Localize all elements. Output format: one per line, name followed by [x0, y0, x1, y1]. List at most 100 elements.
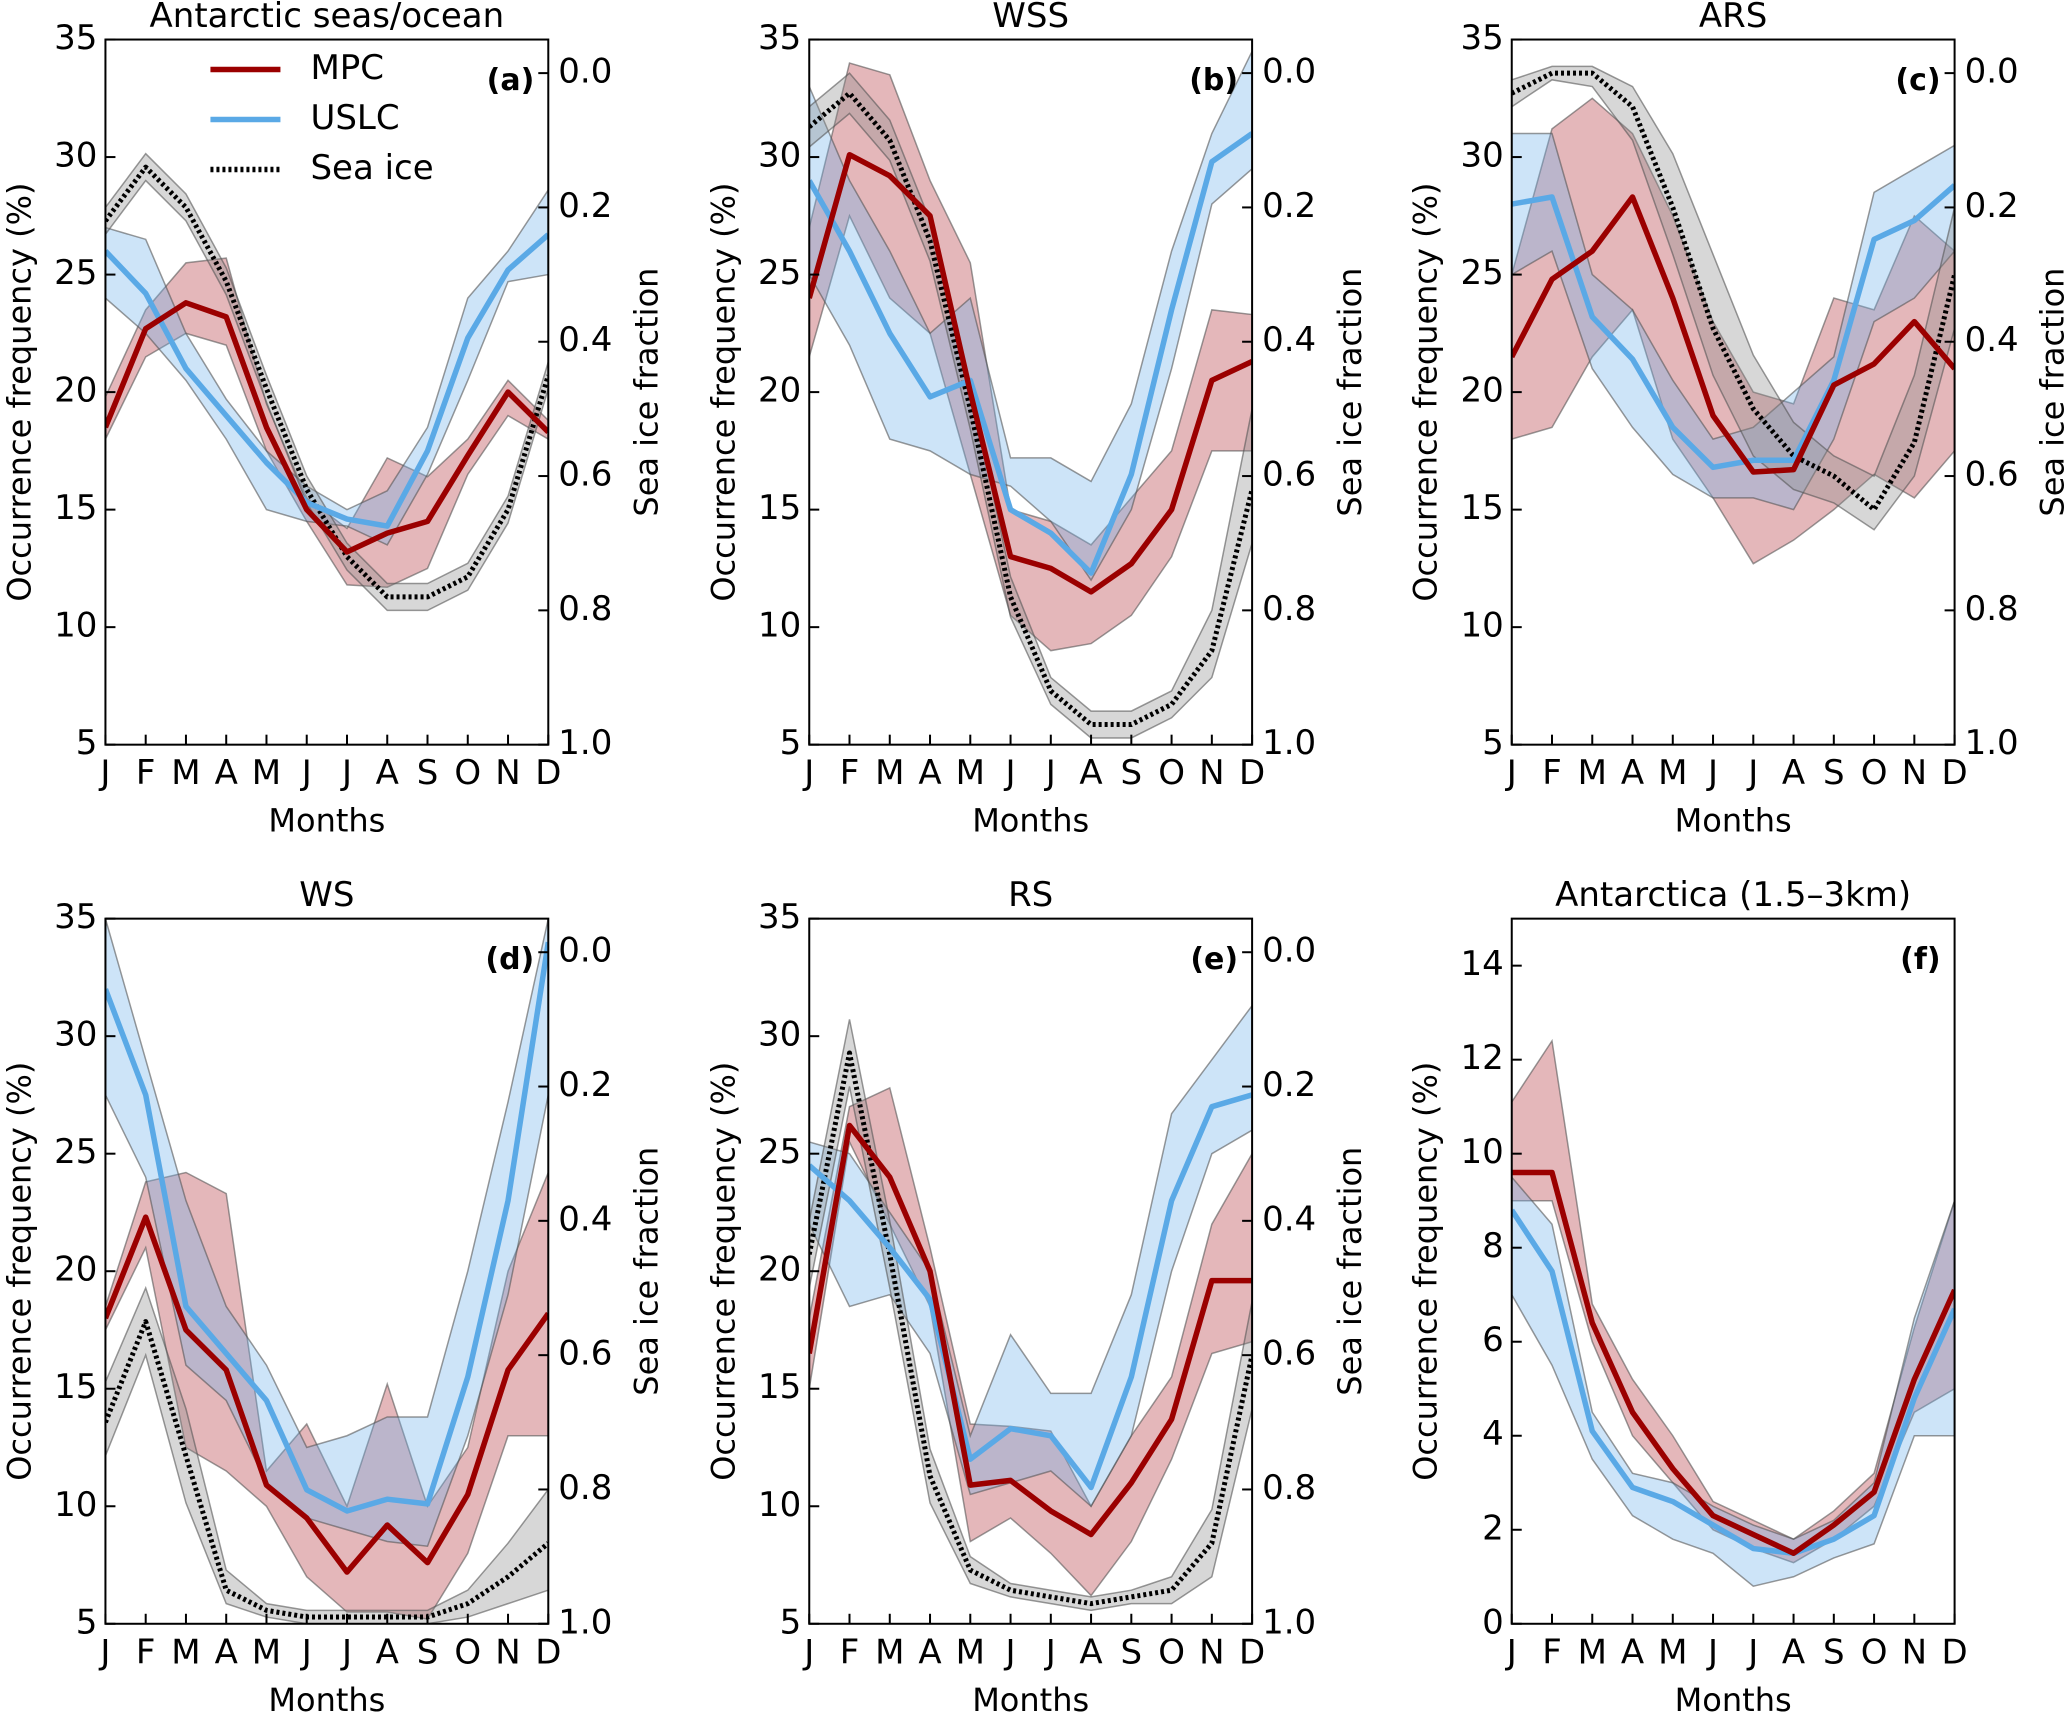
plot-area [809, 1004, 1253, 1612]
series-line [1511, 1169, 1955, 1557]
x-tick-label: O [1861, 1632, 1888, 1672]
y2-axis-label: Sea ice fraction [627, 268, 665, 517]
y-tick-label: 35 [54, 18, 97, 58]
range-band [105, 152, 549, 612]
legend-label: USLC [310, 98, 399, 138]
x-tick-label: M [1578, 753, 1607, 793]
plot-area [809, 50, 1253, 739]
panel-label: (e) [1190, 942, 1238, 977]
x-tick-label: F [136, 1632, 156, 1672]
series-layer [105, 918, 549, 1624]
y-tick-label: 0 [1482, 1602, 1504, 1642]
y2-tick-label: 0.6 [558, 455, 612, 495]
y-tick-label: 20 [1460, 371, 1503, 411]
x-tick-label: J [340, 753, 352, 793]
y-tick-label: 15 [758, 488, 801, 528]
x-tick-label: M [171, 1632, 200, 1672]
y2-tick-label: 0.8 [558, 589, 612, 629]
y2-axis-label: Sea ice fraction [1331, 268, 1369, 517]
y-tick-label: 30 [1460, 136, 1503, 176]
x-tick-label: M [1578, 1632, 1607, 1672]
y-tick-label: 14 [1460, 944, 1503, 984]
panel-label: (b) [1189, 63, 1238, 98]
x-tick-label: A [1079, 753, 1102, 793]
y-tick-label: 10 [1460, 606, 1503, 646]
x-tick-label: O [454, 1632, 481, 1672]
y-axis-label: Occurrence frequency (%) [1407, 183, 1445, 602]
y-tick-label: 25 [1460, 253, 1503, 293]
panel-label: (d) [485, 942, 534, 977]
plot-area [1511, 1038, 1955, 1587]
y2-tick-label: 0.0 [1965, 52, 2019, 92]
y-axis-label: Occurrence frequency (%) [0, 183, 38, 602]
x-tick-label: J [340, 1632, 352, 1672]
x-tick-label: S [1121, 753, 1143, 793]
x-tick-label: A [1621, 753, 1644, 793]
x-tick-label: D [1942, 1632, 1968, 1672]
x-axis-label: Months [1675, 802, 1792, 840]
series-line [1511, 183, 1955, 471]
y-tick-label: 30 [54, 1015, 97, 1055]
x-tick-label: J [1505, 1632, 1517, 1672]
y-tick-label: 10 [54, 1485, 97, 1525]
x-tick-label: N [1199, 753, 1224, 793]
x-tick-label: S [1823, 1632, 1845, 1672]
series-line [809, 131, 1253, 576]
x-tick-label: N [1199, 1632, 1224, 1672]
plot-area [105, 918, 549, 1624]
chart-title: ARS [1699, 0, 1767, 36]
y-tick-label: 30 [54, 136, 97, 176]
series-line [809, 151, 1253, 595]
x-tick-label: J [802, 1632, 814, 1672]
y2-tick-label: 0.0 [558, 931, 612, 971]
y-tick-label: 6 [1482, 1320, 1504, 1360]
plot-area [1511, 65, 1955, 565]
range-band [105, 918, 549, 1548]
chart-title: RS [1008, 875, 1053, 915]
y-axis-label: Occurrence frequency (%) [704, 183, 742, 602]
y2-tick-label: 0.8 [1262, 1468, 1316, 1508]
series-layer [1511, 1038, 1955, 1587]
y2-tick-label: 0.0 [1262, 52, 1316, 92]
y2-tick-label: 0.2 [1262, 1065, 1316, 1105]
y-tick-label: 20 [54, 371, 97, 411]
series-line [1511, 1208, 1955, 1557]
y2-axis-label: Sea ice fraction [2034, 268, 2067, 517]
y-tick-label: 25 [758, 253, 801, 293]
y2-tick-label: 0.6 [1965, 455, 2019, 495]
x-tick-label: F [136, 753, 156, 793]
y-tick-label: 10 [758, 1485, 801, 1525]
y-tick-label: 35 [758, 18, 801, 58]
y2-tick-label: 0.4 [558, 1199, 612, 1239]
y2-tick-label: 1.0 [1262, 723, 1316, 763]
x-tick-label: J [98, 1632, 110, 1672]
x-tick-label: M [956, 753, 985, 793]
y-tick-label: 25 [54, 1132, 97, 1172]
y-tick-label: 35 [758, 897, 801, 937]
y-axis-label: Occurrence frequency (%) [1407, 1062, 1445, 1481]
x-tick-label: N [1902, 1632, 1927, 1672]
y-tick-label: 5 [780, 723, 802, 763]
x-tick-label: A [918, 753, 941, 793]
y2-tick-label: 0.2 [1965, 186, 2019, 226]
x-tick-label: N [495, 753, 520, 793]
panel-label: (f) [1900, 942, 1940, 977]
y-tick-label: 30 [758, 136, 801, 176]
x-tick-label: O [1158, 753, 1185, 793]
y2-tick-label: 0.8 [558, 1468, 612, 1508]
chart-title: WSS [992, 0, 1069, 36]
x-tick-label: F [1542, 1632, 1562, 1672]
y-tick-label: 8 [1482, 1226, 1504, 1266]
x-tick-label: A [918, 1632, 941, 1672]
x-tick-label: S [1823, 753, 1845, 793]
y-tick-label: 25 [758, 1132, 801, 1172]
series-layer [809, 1004, 1253, 1612]
x-tick-label: F [1542, 753, 1562, 793]
y2-tick-label: 0.4 [1262, 1199, 1316, 1239]
series-line [105, 1319, 549, 1620]
x-tick-label: S [1121, 1632, 1143, 1672]
y2-tick-label: 1.0 [558, 723, 612, 763]
series-line [1511, 194, 1955, 475]
y-tick-label: 15 [758, 1367, 801, 1407]
y-tick-label: 20 [758, 1250, 801, 1290]
